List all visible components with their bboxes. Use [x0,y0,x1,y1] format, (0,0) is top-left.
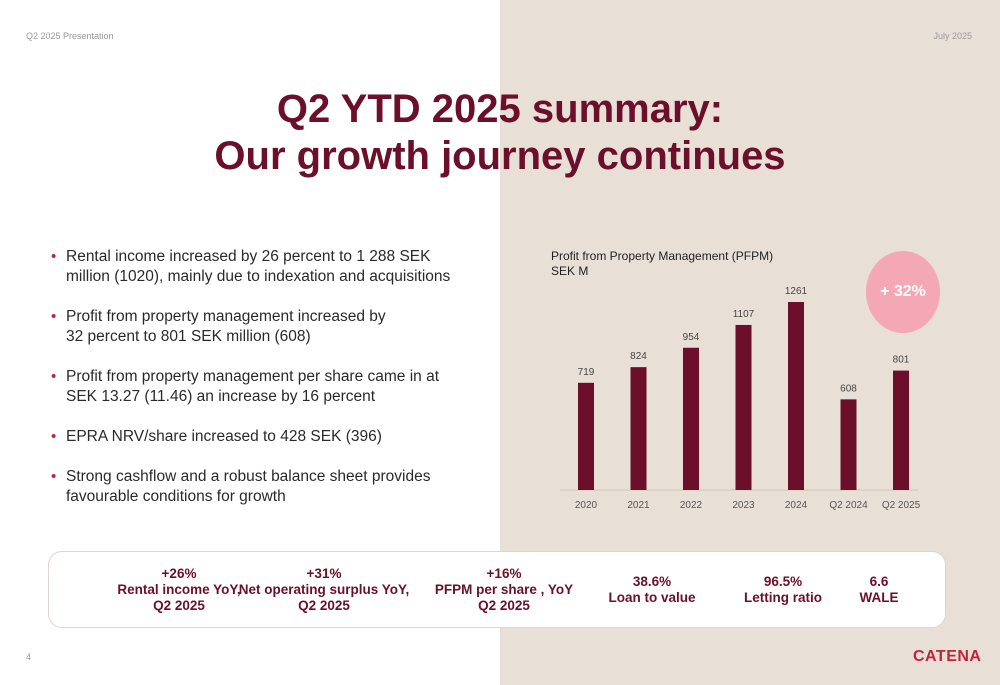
bar-q2-2025 [893,370,909,490]
kpi-loan-to-value: 38.6% Loan to value [602,552,702,627]
kpi-label: WALE [859,589,899,605]
kpi-wale: 6.6 WALE [849,552,909,627]
bar-q2-2024 [840,399,857,490]
x-tick-label: 2024 [785,500,808,511]
slide-title-line-1: Q2 YTD 2025 summary: [276,87,724,131]
data-label: 954 [683,332,700,343]
data-label: 1261 [785,286,808,297]
bar-2022 [683,347,699,490]
pfpm-bar-chart: 719 2020 824 2021 954 2022 1107 2023 1261 2024 608… [560,286,921,511]
kpi-value: +31% [306,565,342,581]
kpi-label: Rental income YoY, [117,581,241,597]
bar-2024 [788,302,804,490]
x-tick-label: Q2 2025 [882,500,921,511]
bullet-text: Rental income increased by 26 percent to… [66,248,451,285]
x-tick-label: 2023 [732,500,755,511]
summary-bullet-list: • Rental income increased by 26 percent t… [50,247,470,527]
kpi-letting-ratio: 96.5% Letting ratio [733,552,833,627]
x-tick-label: 2022 [680,500,703,511]
chart-title: Profit from Property Management (PFPM) S… [551,249,774,278]
kpi-net-operating-surplus: +31% Net operating surplus YoY, Q2 2025 [224,552,424,627]
kpi-label: Net operating surplus YoY, [238,581,410,597]
data-label: 1107 [733,309,755,320]
bullet-text: Strong cashflow and a robust balance she… [66,468,431,505]
kpi-strip: +26% Rental income YoY, Q2 2025 +31% Net… [48,551,946,628]
kpi-rental-income: +26% Rental income YoY, Q2 2025 [89,552,269,627]
kpi-value: +16% [486,565,522,581]
kpi-label: Letting ratio [744,589,822,605]
bullet-marker: • [51,308,57,325]
bullet-marker: • [51,468,57,485]
presentation-label: Q2 2025 Presentation [26,31,114,41]
bar-2020 [578,382,594,490]
bullet-text: Profit from property management increase… [66,308,386,345]
kpi-label: Q2 2025 [153,597,205,613]
data-label: 801 [893,355,910,366]
kpi-label: Loan to value [608,589,696,605]
bar-2023 [735,324,752,490]
x-tick-label: Q2 2024 [829,500,868,511]
bullet-marker: • [51,368,57,385]
kpi-label: PFPM per share , YoY [434,581,574,597]
kpi-value: +26% [161,565,197,581]
data-label: 608 [840,383,857,394]
bullet-text: EPRA NRV/share increased to 428 SEK (396… [66,428,382,445]
page-number: 4 [26,652,32,662]
bullet-item: • Strong cashflow and a robust balance sh… [50,467,470,507]
bullet-marker: • [51,248,57,265]
date-label: July 2025 [933,31,972,41]
kpi-label: Q2 2025 [478,597,530,613]
bullet-item: • Profit from property management increas… [50,307,470,347]
x-tick-label: 2021 [627,500,650,511]
slide-title: Q2 YTD 2025 summary: Our growth journey … [0,86,1000,180]
kpi-value: 96.5% [763,573,803,589]
bullet-marker: • [51,428,57,445]
kpi-value: 6.6 [869,573,889,589]
data-label: 824 [630,351,647,362]
growth-badge: + 32% [866,251,940,333]
bullet-item: • EPRA NRV/share increased to 428 SEK (39… [50,427,470,447]
kpi-label: Q2 2025 [298,597,350,613]
kpi-pfpm-per-share: +16% PFPM per share , YoY Q2 2025 [414,552,594,627]
bullet-text: Profit from property management per shar… [66,368,440,405]
x-tick-label: 2020 [575,500,598,511]
catena-logo: CATENA [913,648,982,665]
data-label: 719 [578,367,595,378]
bullet-item: • Rental income increased by 26 percent t… [50,247,470,287]
bullet-item: • Profit from property management per sha… [50,367,470,407]
slide-title-line-2: Our growth journey continues [214,134,786,178]
bar-2021 [630,367,647,490]
kpi-value: 38.6% [632,573,672,589]
